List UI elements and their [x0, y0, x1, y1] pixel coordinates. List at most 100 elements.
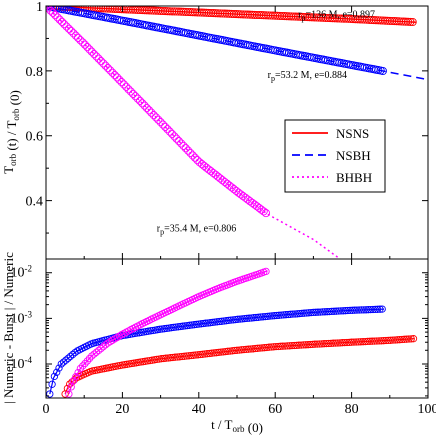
top-y-tick-label: 0.4: [26, 195, 44, 210]
residual-point-nsbh: [371, 305, 379, 314]
data-point-bhbh: [90, 50, 99, 59]
residual-point-nsns: [185, 352, 193, 360]
residual-point-nsbh: [373, 305, 382, 313]
residual-point-nsbh: [339, 307, 347, 315]
data-point-bhbh: [177, 139, 186, 148]
residual-point-nsns: [276, 342, 285, 350]
residual-point-nsns: [178, 352, 186, 361]
residual-point-nsns: [313, 340, 321, 348]
residual-point-nsns: [203, 350, 211, 358]
residual-point-nsns: [228, 347, 237, 355]
data-point-nsns: [408, 17, 417, 27]
residual-point-nsbh: [252, 313, 260, 322]
residual-point-nsbh: [224, 316, 233, 325]
residual-point-nsns: [409, 335, 418, 343]
residual-point-nsns: [391, 336, 399, 344]
residual-point-nsns: [162, 354, 170, 362]
residual-point-nsns: [407, 335, 415, 343]
residual-point-nsns: [366, 337, 374, 345]
residual-point-nsbh: [183, 321, 191, 330]
data-point-bhbh: [62, 22, 71, 31]
residual-point-nsns: [320, 340, 328, 348]
residual-point-nsbh: [158, 325, 166, 333]
legend: NSNS NSBH BHBH: [284, 119, 386, 193]
residual-point-nsns: [345, 338, 353, 347]
x-tick-label: 20: [115, 402, 129, 417]
legend-label-nsbh: NSBH: [336, 148, 371, 163]
data-point-bhbh: [154, 115, 163, 124]
residual-point-nsns: [267, 343, 276, 351]
data-point-bhbh: [140, 101, 149, 110]
residual-point-nsbh: [302, 309, 311, 317]
residual-point-nsns: [322, 339, 331, 348]
residual-point-nsns: [169, 353, 177, 362]
residual-point-bhbh: [90, 350, 98, 358]
residual-point-nsns: [279, 342, 287, 350]
residual-point-nsns: [286, 342, 294, 350]
residual-point-nsns: [377, 337, 386, 345]
data-point-bhbh: [129, 89, 138, 98]
data-point-bhbh: [57, 17, 67, 26]
data-point-nsns: [406, 17, 415, 26]
residual-point-nsns: [311, 340, 319, 348]
data-point-bhbh: [76, 36, 85, 45]
residual-point-nsns: [297, 341, 305, 349]
data-point-bhbh: [165, 127, 174, 136]
residual-point-nsns: [180, 352, 188, 360]
residual-point-nsbh: [282, 311, 290, 319]
residual-point-nsns: [347, 338, 356, 346]
residual-point-nsbh: [192, 320, 201, 329]
residual-point-nsbh: [240, 314, 249, 323]
residual-point-nsbh: [59, 358, 68, 366]
residual-point-nsbh: [279, 311, 288, 319]
residual-point-nsbh: [367, 305, 375, 314]
x-tick-label: 100: [418, 402, 436, 417]
data-point-bhbh: [74, 33, 83, 42]
residual-point-nsns: [396, 336, 404, 344]
residual-point-nsns: [166, 354, 175, 362]
residual-point-nsbh: [202, 319, 210, 327]
data-point-bhbh: [149, 111, 158, 120]
top-y-tick-label: 0.6: [26, 130, 44, 145]
data-point-bhbh: [113, 73, 122, 82]
residual-point-nsns: [256, 344, 264, 352]
data-point-bhbh: [87, 47, 96, 56]
data-point-bhbh: [80, 40, 90, 49]
data-point-bhbh: [131, 92, 140, 101]
residual-point-nsns: [363, 337, 372, 346]
bottom-tick-group: 0 20 40 60 80 100 10-4 10-3 10-2: [11, 258, 436, 417]
bottom-y-tick-label: 10-4: [11, 355, 33, 372]
data-point-bhbh: [259, 207, 268, 216]
residual-point-nsbh: [364, 306, 373, 314]
top-series-group: [46, 6, 428, 259]
residual-point-nsns: [402, 335, 411, 343]
data-point-bhbh: [60, 20, 69, 29]
data-point-bhbh: [174, 137, 183, 146]
residual-point-nsbh: [344, 306, 352, 315]
data-point-bhbh: [124, 85, 133, 94]
residual-point-nsns: [341, 338, 349, 347]
residual-point-nsbh: [362, 306, 370, 314]
residual-point-nsbh: [298, 309, 306, 318]
residual-point-nsbh: [66, 352, 75, 361]
residual-point-bhbh: [99, 343, 107, 351]
residual-point-nsns: [187, 351, 195, 360]
residual-point-nsbh: [234, 315, 242, 323]
top-annotation-group: rp=136 M, e=0.897 rp=53.2 M, e=0.884 rp=35…: [157, 9, 375, 236]
residual-point-nsns: [118, 361, 127, 369]
residual-point-nsns: [201, 350, 209, 358]
data-point-bhbh: [161, 122, 170, 131]
residual-point-nsbh: [64, 354, 72, 362]
residual-point-nsns: [221, 347, 230, 356]
data-point-bhbh: [92, 52, 101, 61]
residual-point-bhbh: [69, 377, 78, 385]
residual-point-nsns: [405, 335, 413, 343]
residual-point-nsbh: [229, 316, 237, 324]
residual-point-nsns: [210, 349, 218, 357]
residual-point-nsns: [325, 339, 333, 348]
residual-point-nsns: [215, 348, 223, 357]
residual-point-nsns: [263, 343, 271, 352]
data-point-bhbh: [71, 31, 80, 40]
residual-point-nsns: [233, 346, 241, 354]
